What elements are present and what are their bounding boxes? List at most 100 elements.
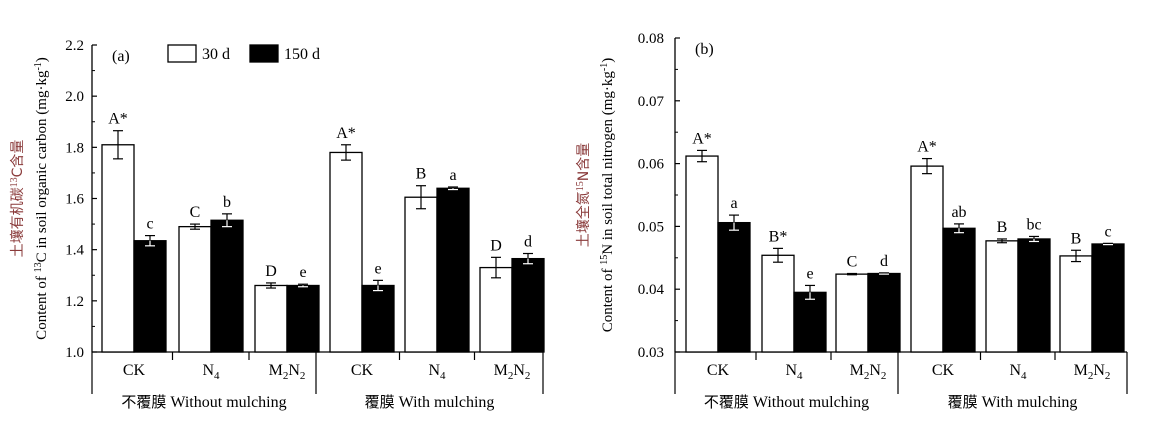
bar-150d xyxy=(717,221,751,353)
error-bar xyxy=(448,186,458,191)
error-bar xyxy=(954,223,964,234)
y-tick-label: 0.06 xyxy=(638,157,665,173)
error-bar xyxy=(1103,242,1113,246)
y-tick-label: 1.2 xyxy=(65,294,84,310)
significance-letter: C xyxy=(847,254,858,271)
legend-label: 150 d xyxy=(284,46,320,63)
significance-letter: c xyxy=(1104,223,1111,240)
x-category-label: M2N2 xyxy=(850,362,887,382)
bar-150d xyxy=(210,219,244,353)
error-bar xyxy=(222,213,232,228)
y-tick-label: 1.4 xyxy=(65,243,84,259)
error-bar xyxy=(266,282,276,289)
bar-30d xyxy=(985,240,1019,353)
x-category-label: M2N2 xyxy=(1074,362,1111,382)
group-label: 不覆膜 Without mulching xyxy=(121,393,286,411)
chart-panel-a: 1.0 1.2 1.4 1.6 1.8 2.0 2.2 A* C D A* B Dc b e e a d CK N4 M… xyxy=(9,38,545,411)
significance-letter: e xyxy=(299,264,306,281)
bar-30d xyxy=(685,155,719,353)
error-bar xyxy=(729,214,739,231)
y-tick-label: 0.05 xyxy=(638,219,664,235)
error-bar xyxy=(773,247,783,263)
bar-150d xyxy=(133,240,167,353)
y-tick-label: 1.0 xyxy=(65,345,84,361)
bar-30d xyxy=(101,144,135,353)
error-bar xyxy=(997,238,1007,244)
x-category-label: CK xyxy=(932,362,955,379)
bar-30d xyxy=(178,225,212,353)
group-label: 覆膜 With mulching xyxy=(948,393,1078,411)
x-category-label: M2N2 xyxy=(269,362,306,382)
significance-letter: A* xyxy=(692,130,712,147)
x-category-label: N4 xyxy=(1009,362,1027,382)
significance-letter: e xyxy=(806,265,813,282)
panel-label: (b) xyxy=(695,41,714,58)
y-tick-label: 0.08 xyxy=(638,31,664,47)
error-bar xyxy=(416,185,426,210)
significance-letter: B xyxy=(416,166,427,183)
bar-30d xyxy=(329,151,363,353)
group-label: 覆膜 With mulching xyxy=(365,393,495,411)
y-tick-label: 2.0 xyxy=(65,89,84,105)
bar-30d xyxy=(835,273,869,353)
x-category-label: CK xyxy=(123,362,146,379)
significance-letter: A* xyxy=(108,111,128,128)
legend-swatch-150d xyxy=(249,44,279,63)
significance-letter: C xyxy=(190,204,201,221)
legend-swatch-30d xyxy=(167,44,197,63)
x-category-label: N4 xyxy=(785,362,803,382)
bar-150d xyxy=(942,227,976,353)
significance-letter: B xyxy=(997,219,1008,236)
x-category-label: CK xyxy=(707,362,730,379)
significance-letter: a xyxy=(449,167,456,184)
bar-30d xyxy=(254,284,288,353)
legend: 30 d 150 d xyxy=(167,44,320,63)
significance-letter: d xyxy=(880,253,888,270)
bar-150d xyxy=(436,187,470,353)
x-category-label: M2N2 xyxy=(494,362,531,382)
significance-letter: d xyxy=(524,234,532,251)
error-bar xyxy=(491,256,501,279)
bar-30d xyxy=(910,165,944,353)
error-bar xyxy=(1029,235,1039,243)
error-bar xyxy=(113,130,123,160)
significance-letter: e xyxy=(374,260,381,277)
y-tick-label: 1.6 xyxy=(65,192,84,208)
error-bar xyxy=(523,252,533,265)
significance-letter: a xyxy=(730,195,737,212)
y-tick-label: 1.8 xyxy=(65,140,84,156)
error-bar xyxy=(805,284,815,300)
error-bar xyxy=(922,157,932,175)
error-bar xyxy=(847,272,857,276)
panel-label: (a) xyxy=(112,48,130,65)
bar-150d xyxy=(1091,243,1125,353)
significance-letter: B xyxy=(1071,230,1082,247)
significance-letter: c xyxy=(146,216,153,233)
x-category-label: N4 xyxy=(428,362,446,382)
bar-30d xyxy=(479,266,513,353)
significance-letter: D xyxy=(265,263,277,280)
error-bar xyxy=(697,149,707,163)
y-axis-label-cn: 土壤全氮15N含量 xyxy=(575,143,592,247)
y-axis-label-en: Content of 15N in soil total nitrogen (m… xyxy=(599,58,616,333)
bar-150d xyxy=(511,257,545,353)
y-axis-label-en: Content of 13C in soil organic carbon (m… xyxy=(33,57,50,340)
group-label: 不覆膜 Without mulching xyxy=(704,393,869,411)
bar-30d xyxy=(404,196,438,353)
significance-letter: ab xyxy=(951,204,966,221)
significance-letter: D xyxy=(490,237,502,254)
bar-30d xyxy=(761,254,795,353)
y-axis-label-cn: 土壤有机碳13C含量 xyxy=(9,140,26,258)
significance-letter: A* xyxy=(917,139,937,156)
error-bar xyxy=(879,272,889,275)
bar-150d xyxy=(1017,238,1051,353)
error-bar xyxy=(1071,249,1081,263)
x-category-label: N4 xyxy=(202,362,220,382)
bar-150d xyxy=(867,272,901,353)
y-tick-label: 0.07 xyxy=(638,94,665,110)
significance-letter: b xyxy=(223,194,231,211)
error-bar xyxy=(298,283,308,288)
legend-label: 30 d xyxy=(202,46,230,63)
error-bar xyxy=(341,144,351,161)
